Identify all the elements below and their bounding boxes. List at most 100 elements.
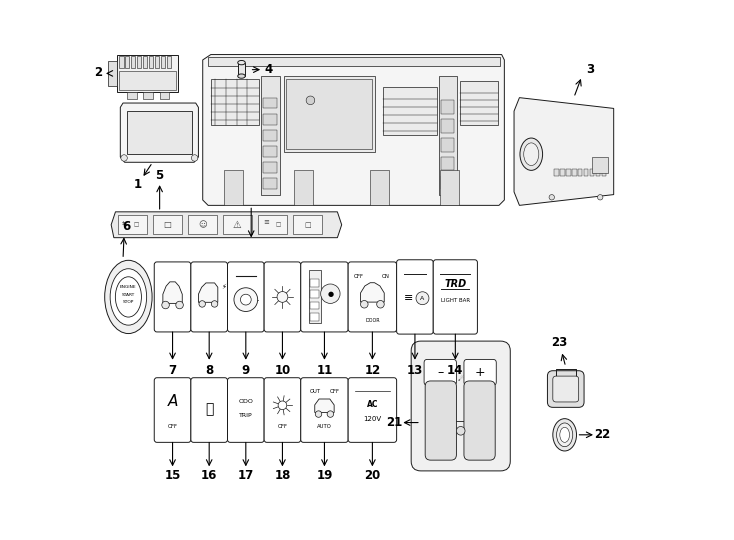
Bar	[567, 169, 570, 176]
Bar	[441, 119, 454, 133]
Text: 9: 9	[241, 363, 250, 377]
Bar	[263, 98, 277, 109]
Text: 16: 16	[201, 469, 217, 482]
Text: ⛽: ⛽	[205, 402, 214, 416]
Text: TRD: TRD	[444, 279, 467, 289]
Circle shape	[234, 288, 258, 312]
Text: ☄: ☄	[457, 376, 464, 382]
Bar	[263, 146, 277, 157]
Circle shape	[549, 194, 554, 200]
Bar	[119, 71, 176, 90]
Bar	[211, 79, 259, 125]
FancyBboxPatch shape	[228, 262, 264, 332]
Text: 14: 14	[447, 363, 463, 377]
Bar	[441, 138, 454, 152]
Bar	[188, 215, 217, 234]
Text: □: □	[275, 222, 280, 227]
FancyBboxPatch shape	[425, 381, 457, 460]
Text: TRIP: TRIP	[239, 414, 252, 418]
Text: 21: 21	[386, 416, 402, 429]
Text: –: –	[437, 366, 443, 379]
Text: □: □	[163, 220, 171, 230]
Text: 2: 2	[94, 66, 102, 79]
Bar	[310, 313, 319, 321]
Ellipse shape	[560, 427, 570, 442]
Ellipse shape	[556, 423, 573, 447]
Circle shape	[316, 411, 321, 417]
Bar	[294, 170, 313, 205]
Circle shape	[360, 300, 368, 308]
Polygon shape	[198, 283, 218, 302]
Ellipse shape	[238, 60, 245, 65]
FancyBboxPatch shape	[464, 360, 496, 385]
Ellipse shape	[524, 143, 539, 165]
Text: ⚡: ⚡	[221, 284, 226, 290]
Text: A: A	[167, 394, 178, 409]
Text: 8: 8	[205, 363, 214, 377]
FancyBboxPatch shape	[396, 260, 433, 334]
FancyBboxPatch shape	[154, 377, 191, 442]
Text: ≡: ≡	[263, 220, 269, 226]
Circle shape	[277, 292, 288, 302]
Ellipse shape	[553, 418, 576, 451]
Bar	[222, 215, 252, 234]
Bar	[167, 56, 171, 68]
Text: AUTO: AUTO	[317, 424, 332, 429]
FancyBboxPatch shape	[301, 262, 348, 332]
Text: ⚠: ⚠	[233, 220, 241, 229]
Text: 6: 6	[122, 220, 131, 233]
Bar	[602, 169, 606, 176]
Text: 12: 12	[364, 363, 380, 377]
Bar	[153, 215, 182, 234]
Text: ≡: ≡	[404, 293, 413, 303]
Polygon shape	[315, 399, 334, 413]
Text: 20: 20	[364, 469, 380, 482]
FancyBboxPatch shape	[553, 376, 578, 402]
FancyBboxPatch shape	[264, 262, 301, 332]
FancyBboxPatch shape	[464, 381, 495, 460]
Text: 18: 18	[275, 469, 291, 482]
Bar	[126, 56, 129, 68]
Text: LIGHT BAR: LIGHT BAR	[441, 298, 470, 302]
Text: ENGINE: ENGINE	[120, 285, 137, 289]
FancyBboxPatch shape	[411, 341, 510, 471]
Circle shape	[327, 411, 334, 417]
Bar	[286, 79, 372, 149]
FancyBboxPatch shape	[424, 360, 457, 385]
Ellipse shape	[115, 277, 142, 317]
Bar	[441, 100, 454, 114]
Text: ODO: ODO	[239, 399, 253, 404]
Bar	[590, 169, 595, 176]
Polygon shape	[109, 61, 117, 86]
Bar	[596, 169, 600, 176]
Circle shape	[211, 301, 218, 307]
Bar	[263, 114, 277, 125]
Polygon shape	[203, 55, 504, 205]
Text: 17: 17	[238, 469, 254, 482]
Text: ⇆: ⇆	[121, 222, 127, 228]
Ellipse shape	[105, 260, 152, 334]
Text: 23: 23	[551, 336, 567, 349]
Bar	[370, 170, 388, 205]
Polygon shape	[514, 98, 614, 205]
Bar	[592, 157, 608, 173]
Text: 13: 13	[407, 363, 423, 377]
FancyBboxPatch shape	[228, 377, 264, 442]
Circle shape	[199, 301, 206, 307]
Circle shape	[377, 300, 384, 308]
Bar	[149, 56, 153, 68]
Bar	[143, 56, 148, 68]
Circle shape	[121, 155, 127, 161]
Bar	[155, 56, 159, 68]
Ellipse shape	[110, 269, 147, 325]
Bar	[440, 170, 459, 205]
Bar	[554, 169, 559, 176]
Text: 10: 10	[275, 363, 291, 377]
Polygon shape	[120, 103, 198, 163]
Text: 4: 4	[264, 63, 272, 76]
Circle shape	[176, 301, 184, 309]
Bar	[293, 215, 322, 234]
Text: 15: 15	[164, 469, 181, 482]
Text: OFF: OFF	[330, 389, 340, 394]
Circle shape	[278, 401, 287, 410]
